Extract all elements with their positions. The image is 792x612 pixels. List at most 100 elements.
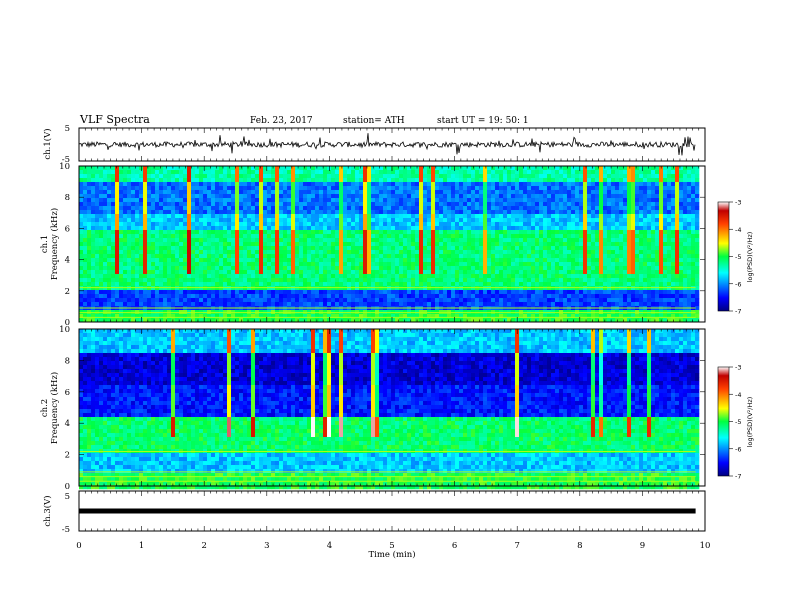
spectrogram-cell [515,182,520,187]
spectrogram-cell [443,258,448,263]
spectrogram-cell [339,210,344,215]
spectrogram-cell [163,206,168,211]
spectrogram-cell [403,186,408,191]
spectrogram-cell [651,270,656,275]
spectrogram-cell [79,194,84,199]
spectrogram-cell [335,218,340,223]
spectrogram-cell [203,182,208,187]
spectrogram-cell [227,278,232,283]
spectrogram-cell [399,222,404,227]
spectrogram-cell [607,254,612,259]
spectrogram-cell [475,262,480,267]
spectrogram-cell [491,234,496,239]
spectrogram-cell [431,226,436,231]
spectrogram-cell [427,270,432,275]
spectrogram-cell [371,270,376,275]
spectrogram-cell [319,266,324,271]
spectrogram-cell [239,210,244,215]
spectrogram-cell [471,274,476,279]
spectrogram-cell [331,214,336,219]
spectrogram-cell [647,218,652,223]
spectrogram-cell [127,270,132,275]
spectrogram-cell [251,178,256,183]
spectrogram-cell [199,194,204,199]
spectrogram-cell [327,202,332,207]
spectrogram-cell [519,186,524,191]
spectrogram-cell [235,274,240,279]
spectrogram-cell [203,166,208,171]
spectrogram-cell [287,222,292,227]
spectrogram-cell [387,234,392,239]
spectrogram-cell [403,270,408,275]
spectrogram-cell [191,258,196,263]
spectrogram-cell [579,198,584,203]
spectrogram-cell [655,174,660,179]
spectrogram-cell [483,198,488,203]
spectrogram-cell [131,230,136,235]
spectrogram-cell [551,202,556,207]
spectrogram-cell [215,234,220,239]
spectrogram-cell [299,222,304,227]
spectrogram-cell [539,246,544,251]
spectrogram-cell [259,278,264,283]
spectrogram-cell [323,270,328,275]
spectrogram-cell [599,198,604,203]
spectrogram-cell [651,178,656,183]
spectrogram-cell [691,282,696,287]
spectrogram-cell [123,234,128,239]
spectrogram-cell [147,270,152,275]
spectrogram-cell [379,182,384,187]
spectrogram-cell [555,274,560,279]
spectrogram-cell [587,258,592,263]
spectrogram-cell [143,198,148,203]
spectrogram-cell [695,194,700,199]
spectrogram-cell [267,182,272,187]
spectrogram-cell [319,242,324,247]
spectrogram-cell [95,226,100,231]
spectrogram-cell [447,266,452,271]
spectrogram-cell [395,250,400,255]
spectrogram-cell [303,254,308,259]
spectrogram-cell [547,198,552,203]
spectrogram-cell [547,246,552,251]
spectrogram-cell [271,190,276,195]
spectrogram-cell [191,254,196,259]
spectrogram-cell [539,202,544,207]
spectrogram-cell [643,230,648,235]
spectrogram-cell [683,194,688,199]
spectrogram-cell [683,238,688,243]
spectrogram-cell [187,182,192,187]
spectrogram-cell [671,194,676,199]
spectrogram-cell [151,282,156,287]
spectrogram-cell [183,254,188,259]
spectrogram-cell [515,254,520,259]
spectrogram-cell [651,262,656,267]
spectrogram-cell [655,238,660,243]
spectrogram-cell [287,214,292,219]
spectrogram-cell [435,282,440,287]
spectrogram-cell [135,174,140,179]
spectrogram-cell [603,282,608,287]
spectrogram-cell [139,270,144,275]
spectrogram-cell [335,170,340,175]
spectrogram-cell [203,238,208,243]
spectrogram-cell [367,186,372,191]
spectrogram-cell [559,238,564,243]
spectrogram-cell [507,170,512,175]
spectrogram-cell [427,206,432,211]
spectrogram-cell [215,246,220,251]
spectrogram-cell [603,246,608,251]
spectrogram-cell [363,254,368,259]
spectrogram-cell [159,242,164,247]
spectrogram-cell [339,202,344,207]
spectrogram-cell [127,174,132,179]
spectrogram-cell [171,226,176,231]
spectrogram-cell [451,282,456,287]
spectrogram-cell [307,230,312,235]
spectrogram-cell [207,266,212,271]
spectrogram-cell [487,274,492,279]
spectrogram-cell [675,250,680,255]
spectrogram-cell [339,230,344,235]
spectrogram-cell [671,238,676,243]
spectrogram-cell [223,238,228,243]
